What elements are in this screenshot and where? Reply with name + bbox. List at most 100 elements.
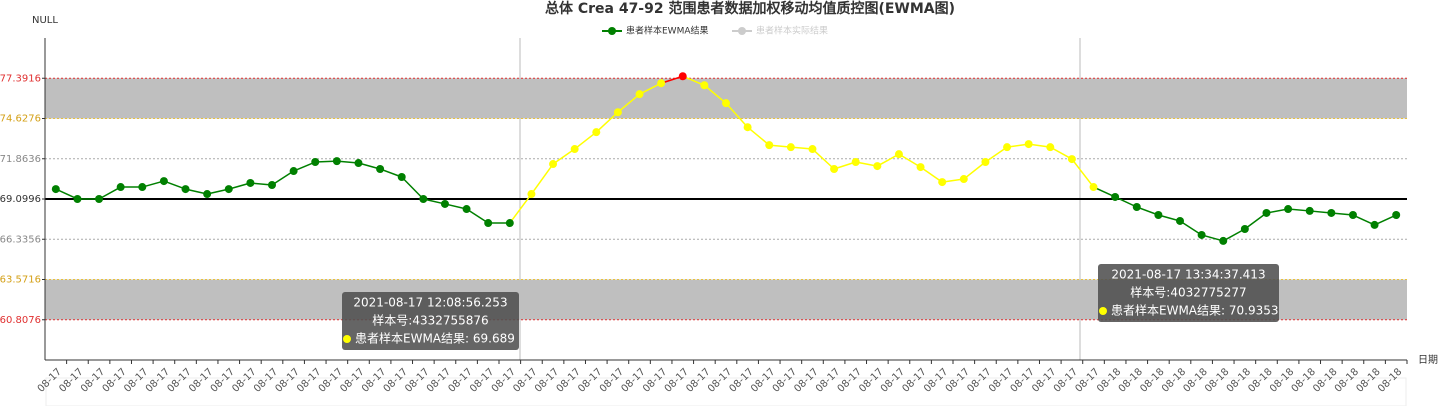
data-point: [1046, 143, 1055, 152]
data-point: [440, 199, 449, 208]
data-point: [1024, 140, 1033, 149]
data-point: [1067, 155, 1076, 164]
data-point: [743, 123, 752, 132]
line-segment: [1071, 158, 1095, 188]
y-tick-label: 74.6276: [0, 114, 41, 125]
data-point: [289, 167, 298, 176]
tooltip-sample: 样本号:4032775277: [1130, 285, 1246, 300]
data-point: [830, 164, 839, 173]
line-segment: [747, 126, 770, 146]
tooltip-time: 2021-08-17 12:08:56.253: [353, 296, 507, 310]
data-point: [894, 150, 903, 159]
line-segment: [271, 170, 295, 186]
data-point: [484, 219, 493, 228]
data-point: [462, 205, 471, 214]
data-point: [1305, 206, 1314, 215]
data-point: [700, 81, 709, 90]
line-segment: [595, 111, 619, 133]
data-point: [1392, 211, 1401, 220]
data-point: [138, 183, 147, 192]
data-point: [505, 219, 514, 228]
data-point: [1132, 203, 1141, 212]
line-segment: [1179, 220, 1203, 236]
legend-marker: [738, 27, 746, 35]
line-segment: [963, 161, 986, 180]
data-point: [786, 143, 795, 152]
tooltip-time: 2021-08-17 13:34:37.413: [1111, 268, 1265, 282]
data-point: [635, 90, 644, 99]
data-point: [268, 181, 276, 190]
x-axis-label: 日期: [1418, 354, 1438, 366]
tooltip-box: [342, 292, 519, 350]
line-segment: [898, 153, 921, 168]
data-point: [808, 145, 817, 154]
line-segment: [703, 84, 727, 104]
line-segment: [401, 176, 424, 200]
line-segment: [985, 146, 1008, 163]
data-point: [1089, 183, 1098, 192]
line-segment: [920, 166, 943, 183]
tooltip-marker: [343, 335, 351, 343]
data-point: [722, 99, 730, 108]
chart-title: 总体 Crea 47-92 范围患者数据加权移动均值质控图(EWMA图): [545, 0, 955, 17]
data-point: [1284, 205, 1293, 214]
line-segment: [639, 82, 662, 95]
data-point: [1240, 224, 1249, 233]
data-point: [959, 175, 968, 184]
data-point: [419, 194, 428, 203]
tooltip-value: 患者样本EWMA结果: 69.689: [355, 331, 515, 346]
data-point: [851, 158, 860, 167]
control-band: [45, 78, 1407, 119]
line-segment: [509, 193, 533, 224]
line-segment: [876, 153, 900, 167]
line-segment: [552, 148, 576, 165]
data-point: [1154, 211, 1163, 220]
y-tick-label: 63.5716: [0, 275, 41, 286]
y-axis-label: NULL: [32, 15, 58, 26]
data-point: [1197, 230, 1206, 239]
data-point: [73, 194, 82, 203]
data-point: [51, 185, 60, 194]
legend-label: 患者样本EWMA结果: [626, 25, 709, 37]
data-point: [549, 160, 558, 169]
line-segment: [725, 102, 749, 128]
tooltip-sample: 样本号:4332755876: [372, 313, 488, 328]
line-segment: [617, 93, 641, 113]
data-point: [981, 158, 990, 167]
tooltip: 2021-08-17 12:08:56.253 样本号:4332755876 患者样…: [342, 292, 519, 350]
line-segment: [811, 148, 835, 170]
line-segment: [574, 131, 597, 150]
line-segment: [530, 163, 554, 195]
tooltip-marker: [1099, 307, 1107, 315]
data-point: [246, 178, 255, 187]
tooltip: 2021-08-17 13:34:37.413 样本号:4032775277 患者样…: [1098, 264, 1279, 322]
data-point: [95, 194, 104, 203]
data-point: [224, 185, 233, 194]
data-point: [916, 163, 925, 172]
line-segment: [466, 208, 489, 224]
legend-item: 患者样本EWMA结果: [602, 25, 709, 37]
tooltip-value: 患者样本EWMA结果: 70.9353: [1111, 303, 1279, 318]
tooltip-box: [1098, 264, 1279, 322]
data-point: [354, 159, 363, 168]
y-tick-label: 69.0996: [0, 194, 41, 205]
data-point: [1003, 143, 1012, 152]
data-point: [613, 108, 622, 117]
data-point: [1176, 216, 1184, 225]
data-point: [311, 158, 320, 167]
legend-marker: [608, 27, 616, 35]
line-segment: [1049, 146, 1073, 160]
data-point: [527, 190, 536, 199]
data-point: [765, 141, 774, 150]
data-point: [1262, 208, 1271, 217]
data-point: [1111, 192, 1120, 201]
data-point: [1370, 220, 1379, 229]
data-point: [570, 145, 579, 154]
data-point: [1348, 211, 1357, 220]
y-tick-label: 77.3916: [0, 73, 41, 84]
line-segment: [98, 186, 122, 200]
y-tick-label: 66.3356: [0, 234, 41, 245]
data-point: [376, 164, 385, 173]
